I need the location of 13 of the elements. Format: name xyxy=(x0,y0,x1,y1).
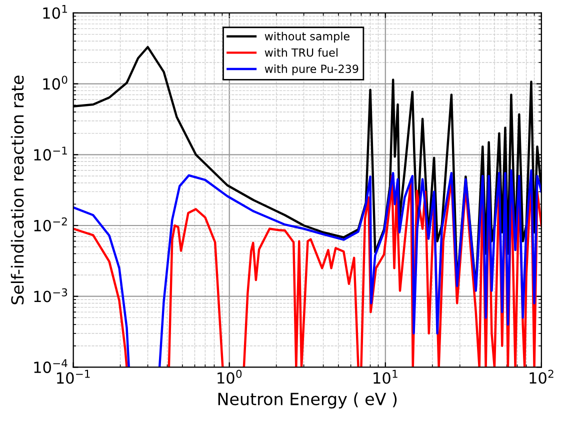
y-tick-label: 10$^{1}$ xyxy=(43,5,67,19)
legend-label: with pure Pu-239 xyxy=(264,64,358,76)
legend-label: with TRU fuel xyxy=(264,48,338,57)
y-tick-label: 10$^{−3}$ xyxy=(34,288,68,302)
x-tick-label: 10$^{2}$ xyxy=(530,370,554,384)
legend-label: without sample xyxy=(264,32,350,43)
y-tick-label: 10$^{−1}$ xyxy=(34,146,67,161)
x-tick-label: 10$^{1}$ xyxy=(374,370,398,384)
y-axis-title: Self-indication reaction rate xyxy=(10,76,24,304)
y-tick-label: 10$^{0}$ xyxy=(43,76,68,90)
x-axis-title: Neutron Energy ( eV ) xyxy=(218,392,397,409)
y-tick-label: 10$^{−2}$ xyxy=(34,217,67,232)
x-tick-label: 10$^{0}$ xyxy=(218,370,242,384)
